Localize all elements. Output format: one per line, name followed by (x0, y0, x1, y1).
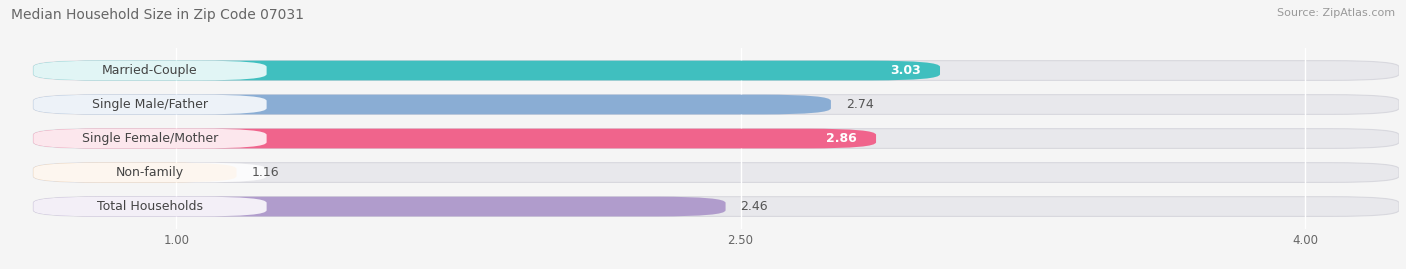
Text: Non-family: Non-family (115, 166, 184, 179)
FancyBboxPatch shape (34, 129, 876, 148)
FancyBboxPatch shape (34, 129, 267, 148)
FancyBboxPatch shape (34, 163, 267, 182)
Text: Source: ZipAtlas.com: Source: ZipAtlas.com (1277, 8, 1395, 18)
FancyBboxPatch shape (34, 61, 1399, 80)
FancyBboxPatch shape (34, 61, 267, 80)
FancyBboxPatch shape (34, 163, 236, 182)
FancyBboxPatch shape (34, 61, 941, 80)
FancyBboxPatch shape (34, 197, 725, 216)
Text: Married-Couple: Married-Couple (103, 64, 198, 77)
FancyBboxPatch shape (34, 129, 1399, 148)
FancyBboxPatch shape (34, 95, 267, 114)
FancyBboxPatch shape (34, 197, 1399, 216)
Text: 2.74: 2.74 (846, 98, 873, 111)
FancyBboxPatch shape (34, 197, 267, 216)
Text: 1.16: 1.16 (252, 166, 280, 179)
FancyBboxPatch shape (34, 95, 1399, 114)
FancyBboxPatch shape (34, 95, 831, 114)
FancyBboxPatch shape (34, 163, 1399, 182)
Text: 2.86: 2.86 (827, 132, 858, 145)
Text: Single Male/Father: Single Male/Father (91, 98, 208, 111)
Text: 3.03: 3.03 (890, 64, 921, 77)
Text: Single Female/Mother: Single Female/Mother (82, 132, 218, 145)
Text: Total Households: Total Households (97, 200, 202, 213)
Text: Median Household Size in Zip Code 07031: Median Household Size in Zip Code 07031 (11, 8, 304, 22)
Text: 2.46: 2.46 (741, 200, 768, 213)
